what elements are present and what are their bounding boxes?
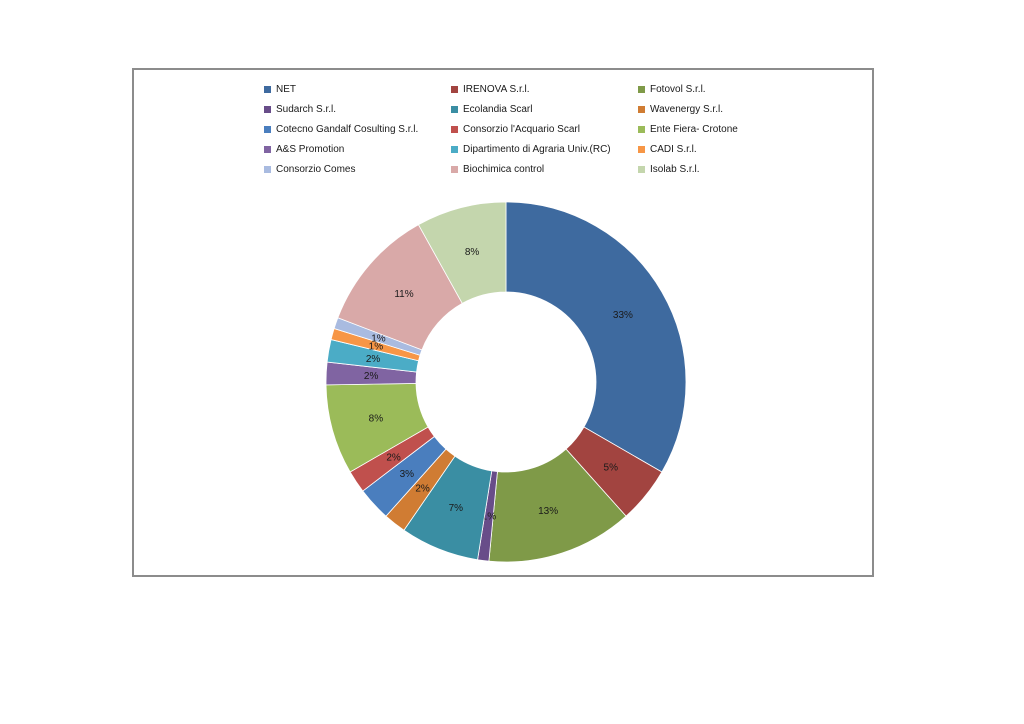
legend-swatch [638,105,645,113]
legend-label: Biochimica control [463,163,545,175]
donut-chart: 33%5%13%1%7%2%3%2%8%2%2%1%1%11%8% [325,201,687,563]
slice-label: 13% [538,506,558,517]
legend-item: NET [264,82,296,96]
legend-item: Sudarch S.r.l. [264,102,336,116]
legend-item: Fotovol S.r.l. [638,82,706,96]
slice-label: 3% [400,469,415,480]
slice-label: 8% [465,247,480,258]
legend-swatch [264,85,271,93]
slice-label: 1% [369,342,384,353]
legend-label: IRENOVA S.r.l. [463,83,530,95]
legend-swatch [451,165,458,173]
slice-label: 2% [415,484,430,495]
legend-item: Ente Fiera- Crotone [638,122,738,136]
slice-label: 2% [366,354,381,365]
legend-label: Sudarch S.r.l. [276,103,337,115]
legend-item: A&S Promotion [264,142,344,156]
legend-item: CADI S.r.l. [638,142,697,156]
legend-label: Cotecno Gandalf Cosulting S.r.l. [276,123,419,135]
legend-swatch [638,125,645,133]
legend-swatch [264,165,271,173]
legend-item: IRENOVA S.r.l. [451,82,530,96]
legend-label: CADI S.r.l. [650,143,697,155]
slice-label: 33% [613,310,633,321]
legend-swatch [451,105,458,113]
legend: NET IRENOVA S.r.l. Fotovol S.r.l. Sudarch S… [134,70,876,190]
slice-label: 2% [364,371,379,382]
slice-label: 7% [449,503,464,514]
legend-label: Fotovol S.r.l. [650,83,706,95]
legend-swatch [638,85,645,93]
legend-swatch [638,165,645,173]
legend-label: A&S Promotion [276,143,345,155]
slice-label: 1% [482,511,497,522]
legend-swatch [451,125,458,133]
legend-item: Wavenergy S.r.l. [638,102,723,116]
slice-label: 11% [394,289,413,300]
legend-label: Ecolandia Scarl [463,103,533,115]
legend-item: Consorzio Comes [264,162,355,176]
legend-item: Cotecno Gandalf Cosulting S.r.l. [264,122,418,136]
slice-label: 8% [369,413,384,424]
legend-item: Dipartimento di Agraria Univ.(RC) [451,142,611,156]
legend-swatch [264,145,271,153]
legend-label: NET [276,83,296,95]
legend-label: Consorzio Comes [276,163,356,175]
legend-item: Ecolandia Scarl [451,102,532,116]
legend-item: Isolab S.r.l. [638,162,699,176]
legend-swatch [451,145,458,153]
legend-swatch [264,105,271,113]
chart-frame: NET IRENOVA S.r.l. Fotovol S.r.l. Sudarch S… [132,68,874,577]
legend-swatch [264,125,271,133]
donut-slice [505,201,687,473]
slice-label: 2% [386,452,401,463]
legend-label: Isolab S.r.l. [650,163,700,175]
legend-item: Biochimica control [451,162,544,176]
legend-label: Consorzio l'Acquario Scarl [463,123,580,135]
legend-swatch [451,85,458,93]
legend-label: Ente Fiera- Crotone [650,123,738,135]
legend-swatch [638,145,645,153]
legend-label: Wavenergy S.r.l. [650,103,723,115]
slice-label: 5% [604,463,619,474]
donut-slice [417,201,507,304]
legend-label: Dipartimento di Agraria Univ.(RC) [463,143,611,155]
slice-label: 1% [371,333,386,344]
legend-item: Consorzio l'Acquario Scarl [451,122,580,136]
